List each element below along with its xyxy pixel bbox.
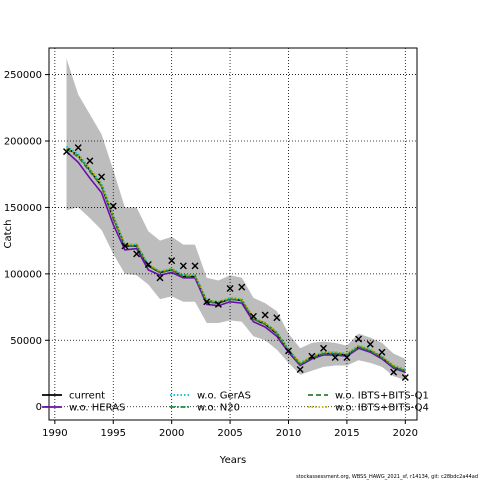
- observed-point: [238, 283, 246, 291]
- observed-point: [214, 300, 222, 308]
- x-axis: 1990 1995 2000 2005 2010 2015 2020: [42, 420, 418, 439]
- confidence-band-layer: [66, 58, 406, 381]
- x-tick-label: 2015: [334, 428, 359, 439]
- x-tick-label: 2000: [159, 428, 184, 439]
- observed-point: [121, 242, 129, 250]
- series-layer: [65, 145, 406, 373]
- x-tick-label: 1995: [101, 428, 126, 439]
- x-tick-label: 1990: [42, 428, 67, 439]
- y-tick-label: 250000: [4, 70, 42, 81]
- observed-point: [390, 368, 398, 376]
- observed-points-layer: [63, 144, 409, 381]
- plot-frame: [48, 47, 418, 421]
- y-tick-label: 200000: [4, 137, 42, 148]
- observed-point: [98, 173, 106, 181]
- legend-label: w.o. N20: [197, 403, 240, 414]
- observed-point: [273, 314, 281, 322]
- y-axis: 0 50000 100000 150000 200000 250000: [4, 70, 49, 413]
- observed-point: [156, 274, 164, 282]
- observed-point: [109, 202, 117, 210]
- observed-point: [226, 284, 234, 292]
- observed-point: [261, 311, 269, 319]
- x-tick-label: 2020: [393, 428, 418, 439]
- observed-point: [133, 250, 141, 258]
- observed-point: [179, 262, 187, 270]
- observed-point: [144, 261, 152, 269]
- observed-point: [191, 262, 199, 270]
- observed-point: [296, 366, 304, 374]
- observed-point: [378, 348, 386, 356]
- observed-point: [320, 344, 328, 352]
- observed-point: [63, 148, 71, 156]
- y-tick-label: 100000: [4, 269, 42, 280]
- grid-layer: [49, 48, 417, 420]
- legend-label: w.o. IBTS+BITS-Q1: [335, 391, 429, 402]
- legend-label: w.o. HERAS: [69, 403, 125, 414]
- observed-point: [401, 373, 409, 381]
- y-tick-label: 150000: [4, 203, 42, 214]
- observed-point: [343, 354, 351, 362]
- observed-point: [331, 354, 339, 362]
- confidence-band: [66, 58, 406, 381]
- y-axis-label: Catch: [3, 220, 14, 249]
- x-tick-label: 2005: [217, 428, 242, 439]
- footer-text: stockassessment.org, WBSS_HAWG_2021_sf, …: [296, 474, 478, 480]
- y-tick-label: 50000: [10, 336, 42, 347]
- legend-label: w.o. GerAS: [197, 391, 251, 402]
- legend-label: w.o. IBTS+BITS-Q4: [335, 403, 429, 414]
- observed-point: [74, 144, 82, 152]
- series-line: [66, 146, 406, 371]
- y-tick-label: 0: [36, 402, 42, 413]
- observed-point: [355, 335, 363, 343]
- x-tick-label: 2010: [276, 428, 301, 439]
- observed-point: [203, 298, 211, 306]
- observed-point: [366, 340, 374, 348]
- observed-point: [249, 312, 257, 320]
- series-line: [66, 148, 406, 372]
- observed-point: [308, 352, 316, 360]
- observed-point: [284, 347, 292, 355]
- observed-point: [168, 257, 176, 265]
- legend-label: current: [69, 391, 105, 402]
- observed-point: [86, 157, 94, 165]
- x-axis-label: Years: [219, 455, 246, 466]
